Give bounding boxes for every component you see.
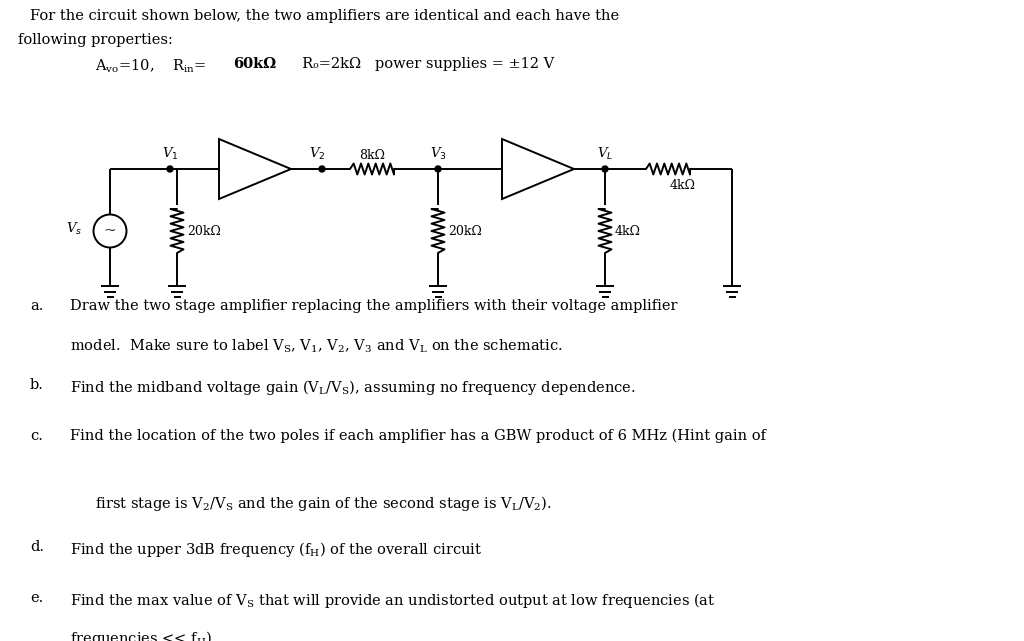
Text: c.: c. [30,428,43,442]
Text: Rₒ=2kΩ   power supplies = ±12 V: Rₒ=2kΩ power supplies = ±12 V [293,57,554,71]
Text: Find the upper 3dB frequency (f$_\mathregular{H}$) of the overall circuit: Find the upper 3dB frequency (f$_\mathre… [70,540,482,559]
Text: frequencies << f$_\mathregular{H}$): frequencies << f$_\mathregular{H}$) [70,629,212,641]
Text: 4kΩ: 4kΩ [615,224,641,238]
Circle shape [602,166,608,172]
Text: ~: ~ [103,224,117,238]
Text: b.: b. [30,378,44,392]
Text: V$_3$: V$_3$ [430,146,446,162]
Text: V$_L$: V$_L$ [597,146,613,162]
Text: 20kΩ: 20kΩ [447,224,482,238]
Text: a.: a. [30,299,43,313]
Text: V$_2$: V$_2$ [308,146,326,162]
Text: Find the location of the two poles if each amplifier has a GBW product of 6 MHz : Find the location of the two poles if ea… [70,428,766,443]
Text: V$_s$: V$_s$ [66,221,82,237]
Circle shape [435,166,441,172]
Text: e.: e. [30,590,43,604]
Text: Find the max value of V$_\mathregular{S}$ that will provide an undistorted outpu: Find the max value of V$_\mathregular{S}… [70,590,716,610]
Text: 60kΩ: 60kΩ [233,57,276,71]
Circle shape [167,166,173,172]
Text: first stage is V$_\mathregular{2}$/V$_\mathregular{S}$ and the gain of the secon: first stage is V$_\mathregular{2}$/V$_\m… [95,494,552,513]
Text: model.  Make sure to label V$_\mathregular{S}$, V$_\mathregular{1}$, V$_\mathreg: model. Make sure to label V$_\mathregula… [70,338,563,355]
Text: Find the midband voltage gain (V$_\mathregular{L}$/V$_\mathregular{S}$), assumin: Find the midband voltage gain (V$_\mathr… [70,378,636,397]
Text: For the circuit shown below, the two amplifiers are identical and each have the: For the circuit shown below, the two amp… [30,9,620,23]
Text: V$_1$: V$_1$ [162,146,178,162]
Text: d.: d. [30,540,44,554]
Text: 4kΩ: 4kΩ [670,179,696,192]
Text: following properties:: following properties: [18,33,173,47]
Text: 20kΩ: 20kΩ [187,224,221,238]
Circle shape [319,166,325,172]
Text: A$_{\mathregular{vo}}$=10,    R$_{\mathregular{in}}$=: A$_{\mathregular{vo}}$=10, R$_{\mathregu… [95,57,208,75]
Text: Draw the two stage amplifier replacing the amplifiers with their voltage amplifi: Draw the two stage amplifier replacing t… [70,299,678,313]
Text: 8kΩ: 8kΩ [359,149,385,162]
